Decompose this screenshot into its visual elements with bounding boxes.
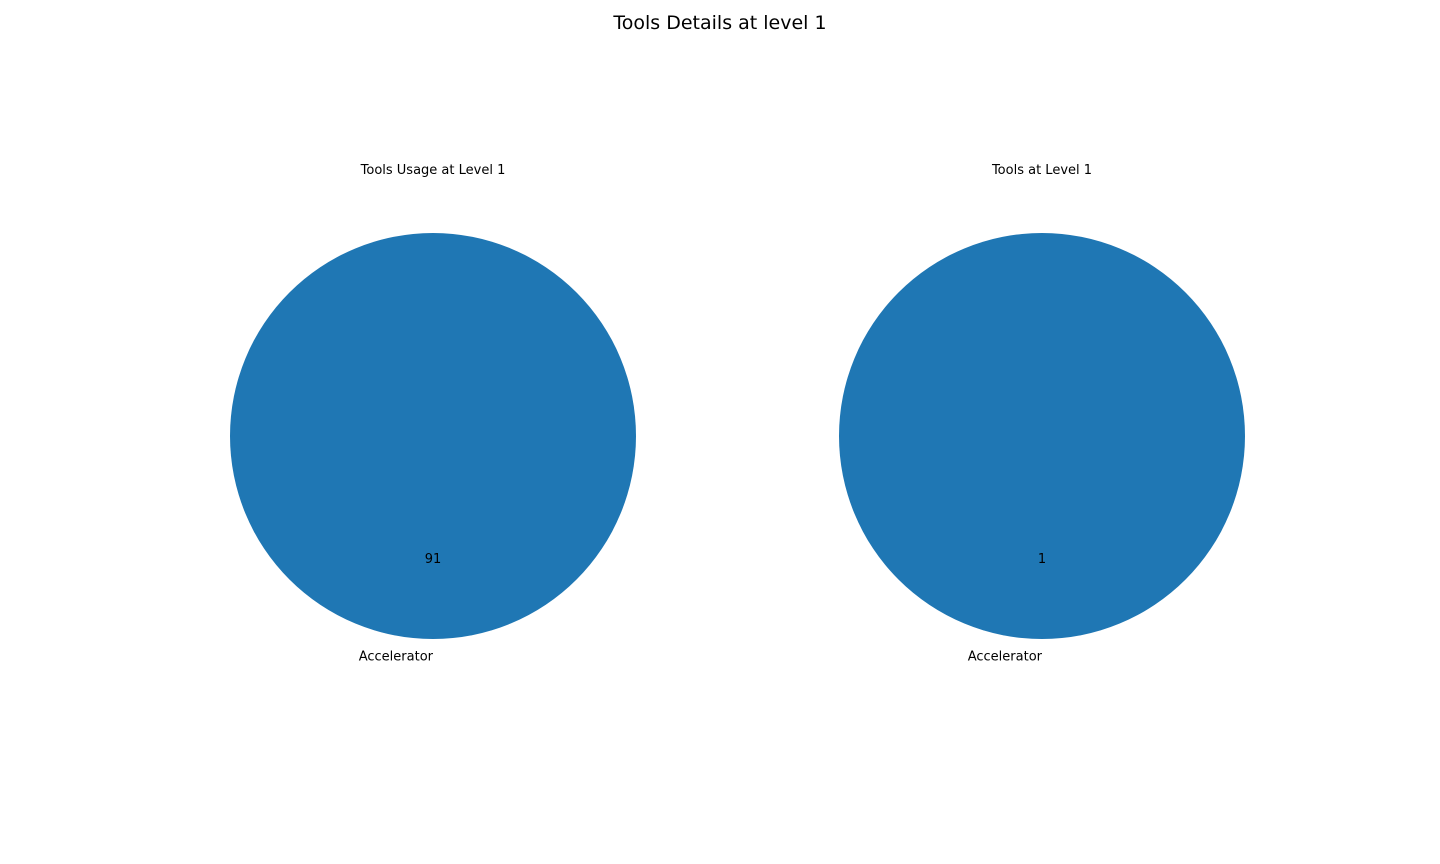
pie-slice	[230, 233, 636, 639]
pie-chart-tools: Tools at Level 1 1 Accelerator	[839, 163, 1245, 664]
pie-title: Tools Usage at Level 1	[360, 163, 506, 178]
pie-slice	[839, 233, 1245, 639]
pie-category-label: Accelerator	[359, 649, 434, 664]
figure-title: Tools Details at level 1	[613, 12, 827, 34]
pie-chart-usage: Tools Usage at Level 1 91 Accelerator	[230, 163, 636, 664]
pie-title: Tools at Level 1	[991, 163, 1092, 178]
pie-value-label: 91	[425, 552, 442, 567]
pie-value-label: 1	[1038, 552, 1046, 567]
pie-category-label: Accelerator	[968, 649, 1043, 664]
